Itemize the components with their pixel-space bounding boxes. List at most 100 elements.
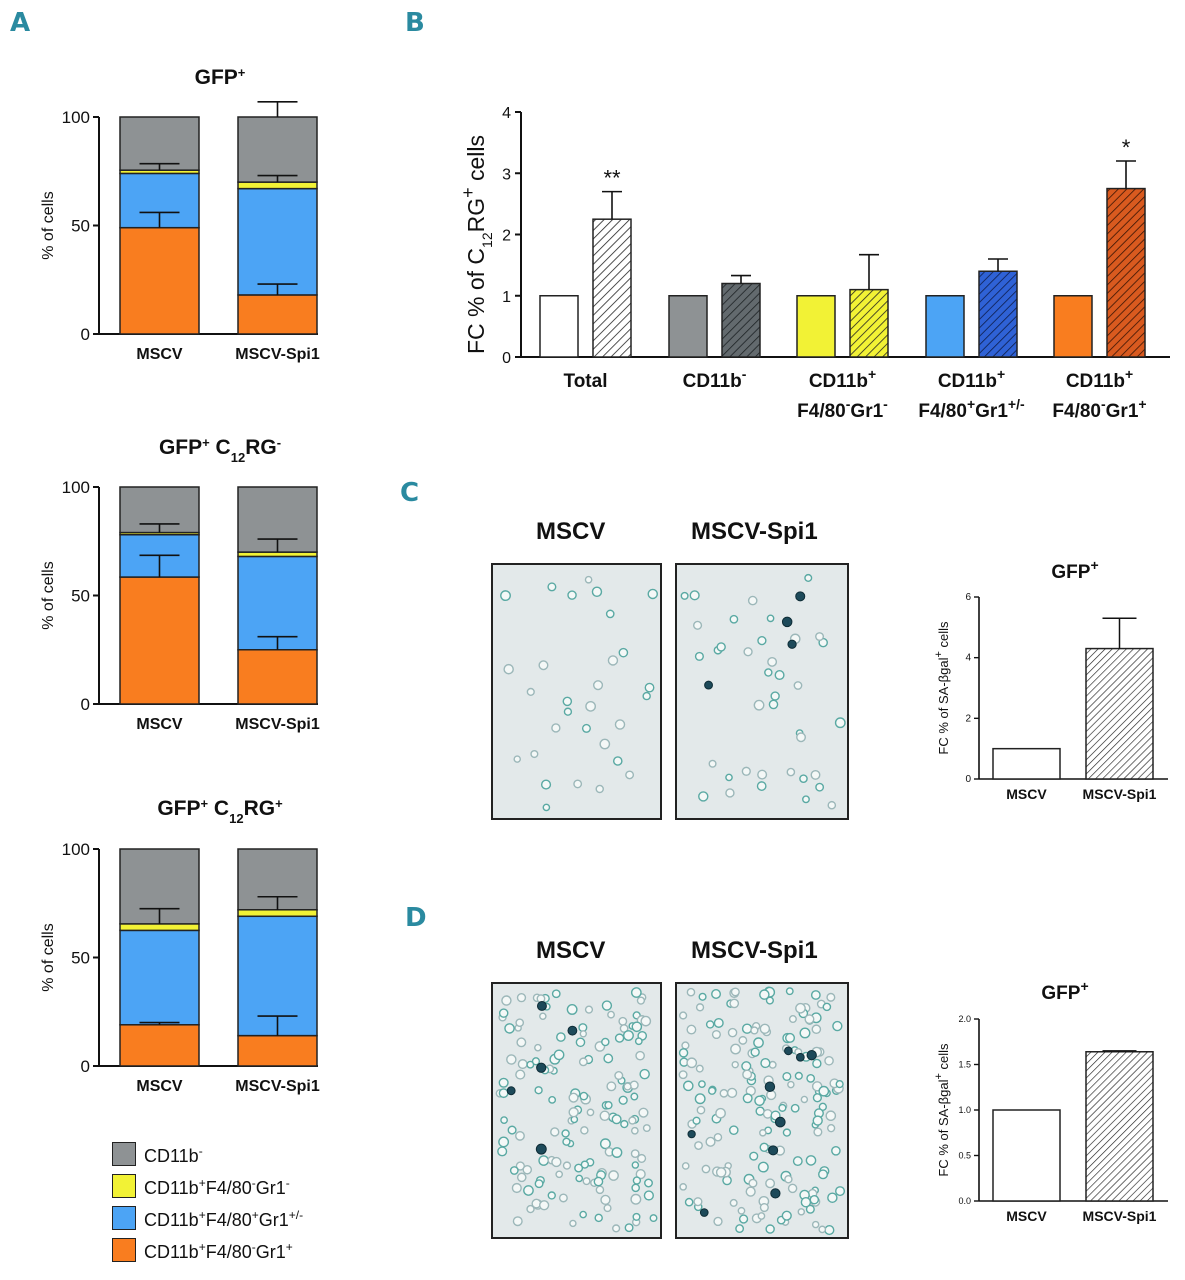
- cell: [599, 1110, 611, 1121]
- cell: [579, 1091, 589, 1101]
- cell: [741, 766, 751, 776]
- x-tick-label: MSCV: [136, 1078, 183, 1095]
- cell: [534, 1179, 544, 1189]
- bar-spi1: [592, 218, 632, 358]
- chart-c: GFP+ 0 2 4 6 FC % of SA-βgal+ cells MSCV MSCV-S…: [933, 557, 1168, 802]
- bar-control: [1053, 295, 1093, 358]
- cell: [708, 759, 717, 768]
- cell: [759, 1202, 769, 1213]
- cell: [497, 1146, 508, 1157]
- x-tick-label: CD11b-: [683, 366, 747, 392]
- cell: [743, 647, 753, 657]
- cell: [515, 1018, 525, 1028]
- cell: [738, 1214, 749, 1224]
- cell: [503, 663, 514, 675]
- y-tick-label: 100: [62, 108, 90, 127]
- cell: [538, 1155, 550, 1166]
- chart-d: GFP+ 0.0 0.5 1.0 1.5 2.0 FC % of SA-βgal+ cell…: [933, 978, 1168, 1224]
- cell: [750, 1026, 759, 1035]
- y-axis-label: % of cells: [40, 923, 57, 991]
- cell: [715, 1107, 726, 1119]
- cell: [753, 1037, 764, 1049]
- cell: [630, 1126, 639, 1135]
- cell: [729, 1198, 738, 1207]
- stack-segment: [237, 555, 318, 651]
- y-tick-label: 100: [62, 840, 90, 859]
- cell: [757, 1212, 766, 1220]
- cell: [747, 595, 758, 606]
- cell: [711, 989, 722, 999]
- x-tick-label: F4/80+Gr1+/-: [918, 396, 1025, 422]
- y-tick-label: 50: [71, 587, 90, 606]
- cell: [832, 1020, 843, 1032]
- cell: [759, 989, 770, 1000]
- bar-spi1: [721, 282, 761, 358]
- cell: [631, 1183, 640, 1193]
- stack-segment: [119, 1024, 200, 1067]
- cell: [614, 1071, 624, 1081]
- cell: [563, 707, 573, 716]
- cell: [507, 1125, 517, 1135]
- cell: [726, 1087, 738, 1099]
- cell: [678, 1070, 688, 1080]
- cell: [498, 1088, 509, 1099]
- cell: [591, 586, 603, 597]
- cell: [578, 1057, 588, 1067]
- cell: [748, 1178, 758, 1188]
- cell: [553, 1049, 565, 1061]
- cell: [623, 1082, 632, 1091]
- cell: [727, 1027, 738, 1038]
- cell: [562, 696, 573, 707]
- y-tick-label: 0: [502, 350, 511, 367]
- cell: [595, 784, 604, 794]
- cell: [811, 1024, 822, 1035]
- micrograph-d-mscv: [491, 982, 662, 1239]
- cell: [636, 996, 646, 1005]
- cell: [745, 1186, 756, 1197]
- y-tick-label: 50: [71, 949, 90, 968]
- stained-cell: [768, 1145, 779, 1156]
- y-tick-label: 0.5: [958, 1151, 971, 1161]
- cell: [526, 687, 535, 696]
- cell: [634, 1037, 643, 1046]
- stack-segment: [119, 116, 200, 171]
- cell: [522, 1164, 533, 1175]
- x-tick-label: CD11b+: [809, 366, 876, 392]
- stack-segment: [119, 226, 200, 335]
- cell: [498, 1077, 509, 1088]
- cell: [547, 582, 557, 592]
- cell: [705, 1136, 716, 1147]
- x-tick-label: MSCV: [136, 716, 183, 733]
- bar-spi1: [1106, 187, 1146, 358]
- y-tick-label: 100: [62, 478, 90, 497]
- stained-cell: [536, 1000, 547, 1011]
- y-axis-label: % of cells: [40, 561, 57, 629]
- stained-cell: [770, 1188, 781, 1199]
- cell: [603, 1203, 612, 1213]
- cell: [639, 1068, 650, 1080]
- cell: [825, 1110, 837, 1122]
- cell: [631, 1021, 643, 1033]
- cell: [580, 1126, 589, 1135]
- cell: [765, 1178, 776, 1189]
- stack-segment: [237, 187, 318, 296]
- cell: [538, 660, 549, 671]
- cell: [630, 1193, 642, 1205]
- cell: [681, 1041, 690, 1050]
- cell: [730, 987, 740, 997]
- y-axis-label: FC % of SA-βgal+ cells: [933, 1043, 951, 1177]
- x-tick-label: MSCV-Spi1: [235, 346, 320, 363]
- cell: [686, 987, 696, 997]
- legend-item-cd11b-neg: CD11b-: [112, 1142, 412, 1174]
- cell: [582, 1177, 591, 1186]
- y-tick-label: 3: [502, 166, 511, 183]
- cell: [679, 1011, 688, 1020]
- cell: [701, 1164, 711, 1174]
- cell: [698, 791, 709, 802]
- x-tick-label: MSCV-Spi1: [1083, 786, 1157, 802]
- legend-label: CD11b+F4/80-Gr1-: [144, 1176, 290, 1198]
- cell: [551, 723, 561, 733]
- cell: [558, 1193, 568, 1203]
- cell: [824, 1225, 835, 1236]
- cell: [622, 1030, 634, 1042]
